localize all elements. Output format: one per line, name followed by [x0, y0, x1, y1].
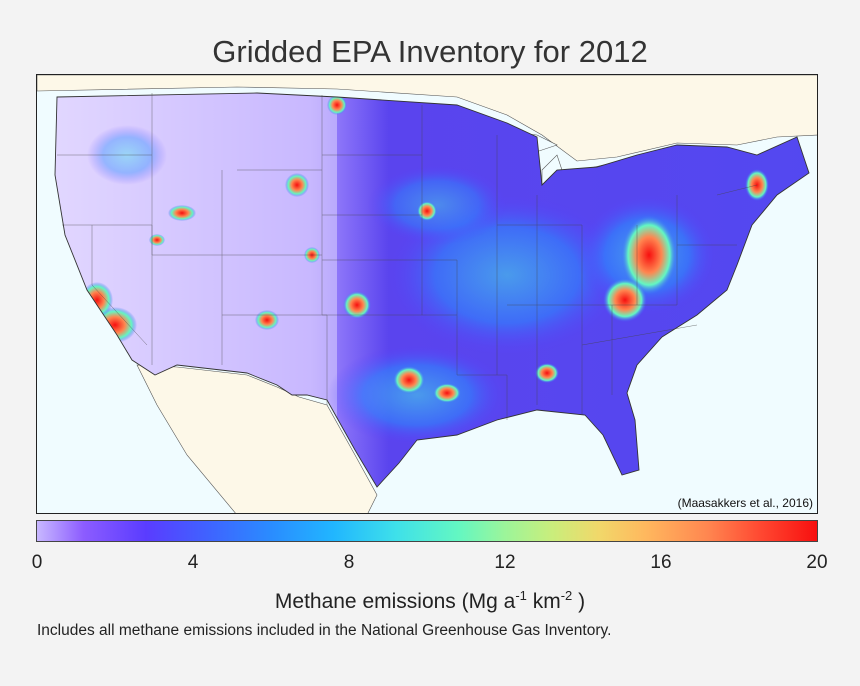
colorbar-label-exp2: -2 — [560, 588, 573, 603]
colorbar-tick-8: 8 — [343, 552, 355, 573]
colorbar-label-exp1: -1 — [515, 588, 527, 603]
map-title: Gridded EPA Inventory for 2012 — [212, 34, 648, 69]
colorbar-label-end: ) — [572, 590, 586, 613]
colorbar-label-mid: km — [526, 590, 561, 613]
map-canvas — [37, 75, 817, 513]
colorbar-tick-4: 4 — [187, 552, 199, 573]
colorbar-tick-12: 12 — [494, 552, 516, 573]
colorbar-label-main: Methane emissions (Mg a — [274, 590, 516, 613]
data-credit: (Maasakkers et al., 2016) — [677, 496, 813, 510]
color-scale-bar — [36, 520, 818, 542]
colorbar-tick-20: 20 — [806, 552, 828, 573]
colorbar-tick-16: 16 — [650, 552, 672, 573]
colorbar-tick-0: 0 — [31, 552, 43, 573]
colorbar-label: Methane emissions (Mg a-1 km-2 ) — [0, 588, 860, 614]
footnote: Includes all methane emissions included … — [37, 622, 612, 639]
emissions-map: (Maasakkers et al., 2016) — [36, 74, 818, 514]
